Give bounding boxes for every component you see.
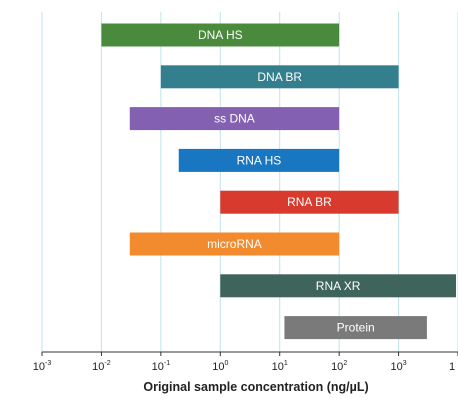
- bar-rna-br: RNA BR: [220, 190, 399, 214]
- tick-label: 10-2: [92, 360, 111, 373]
- bar-rect: [101, 23, 340, 47]
- bar-microrna: microRNA: [129, 232, 340, 256]
- bar-rect: [129, 232, 340, 256]
- tick-label: 10-1: [152, 360, 171, 373]
- bar-rna-hs: RNA HS: [178, 148, 340, 172]
- tick-label: 100: [212, 360, 228, 373]
- x-axis-title: Original sample concentration (ng/µL): [143, 380, 368, 394]
- bar-rect: [178, 148, 340, 172]
- bar-label: RNA HS: [237, 153, 282, 167]
- bar-label: DNA BR: [257, 70, 302, 84]
- bar-label: ss DNA: [214, 112, 255, 126]
- bar-rect: [129, 107, 340, 131]
- bar-ss-dna: ss DNA: [129, 107, 340, 131]
- bar-rna-xr: RNA XR: [220, 274, 456, 298]
- tick-label: 1: [449, 361, 455, 373]
- bar-rect: [160, 65, 399, 89]
- bar-label: microRNA: [207, 237, 262, 251]
- bar-dna-br: DNA BR: [160, 65, 399, 89]
- tick-label: 102: [331, 360, 347, 373]
- bar-label: Protein: [337, 321, 375, 335]
- bar-rect: [284, 316, 427, 340]
- tick-label: 10-3: [33, 360, 52, 373]
- bar-rect: [220, 274, 456, 298]
- bar-protein: Protein: [284, 316, 427, 340]
- bar-label: RNA XR: [316, 279, 361, 293]
- bar-rect: [220, 190, 399, 214]
- tick-label: 103: [390, 360, 406, 373]
- bar-label: DNA HS: [198, 28, 243, 42]
- bars: DNA HS DNA BR ss DNA RNA HS RNA BR microRNA RN…: [101, 23, 456, 340]
- bar-label: RNA BR: [287, 195, 332, 209]
- grid: [41, 12, 458, 352]
- x-axis-ticks: 10-3 10-2 10-1 100 101 102 103 1: [33, 352, 458, 373]
- bar-dna-hs: DNA HS: [101, 23, 340, 47]
- tick-label: 101: [272, 360, 288, 373]
